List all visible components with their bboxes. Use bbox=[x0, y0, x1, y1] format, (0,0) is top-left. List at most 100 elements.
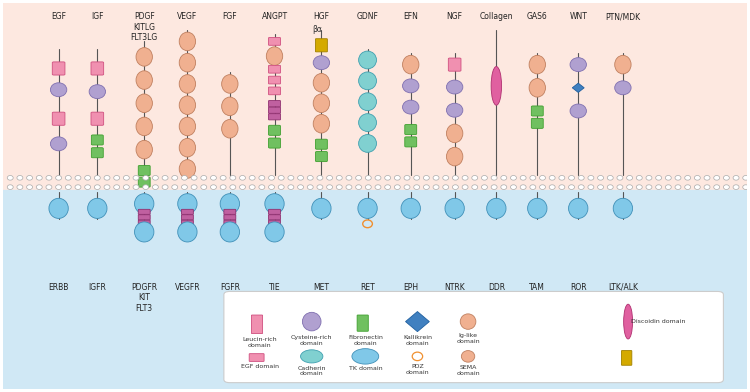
Ellipse shape bbox=[346, 185, 352, 189]
Ellipse shape bbox=[539, 185, 545, 189]
Ellipse shape bbox=[65, 176, 71, 180]
FancyBboxPatch shape bbox=[622, 350, 632, 365]
Text: LTK/ALK: LTK/ALK bbox=[608, 283, 638, 292]
Ellipse shape bbox=[365, 176, 371, 180]
FancyBboxPatch shape bbox=[268, 114, 280, 120]
Ellipse shape bbox=[298, 185, 304, 189]
Ellipse shape bbox=[461, 350, 475, 362]
Text: EFN: EFN bbox=[404, 13, 418, 22]
Ellipse shape bbox=[742, 176, 748, 180]
Ellipse shape bbox=[114, 176, 120, 180]
Ellipse shape bbox=[152, 185, 158, 189]
Ellipse shape bbox=[588, 176, 594, 180]
Ellipse shape bbox=[646, 185, 652, 189]
FancyBboxPatch shape bbox=[316, 152, 327, 162]
Ellipse shape bbox=[403, 79, 419, 93]
FancyBboxPatch shape bbox=[249, 354, 264, 361]
Ellipse shape bbox=[46, 185, 52, 189]
Ellipse shape bbox=[136, 94, 152, 113]
Ellipse shape bbox=[265, 222, 284, 242]
Ellipse shape bbox=[549, 176, 555, 180]
Text: ANGPT: ANGPT bbox=[262, 13, 287, 22]
FancyBboxPatch shape bbox=[138, 165, 150, 176]
Ellipse shape bbox=[179, 53, 196, 72]
FancyBboxPatch shape bbox=[92, 135, 104, 145]
FancyBboxPatch shape bbox=[91, 112, 104, 125]
Ellipse shape bbox=[179, 96, 196, 114]
Ellipse shape bbox=[530, 176, 536, 180]
Ellipse shape bbox=[85, 176, 91, 180]
Ellipse shape bbox=[178, 194, 197, 214]
Text: Fibronectin
domain: Fibronectin domain bbox=[348, 335, 382, 345]
Ellipse shape bbox=[491, 185, 497, 189]
Text: EGF: EGF bbox=[51, 13, 66, 22]
Ellipse shape bbox=[266, 47, 283, 65]
Ellipse shape bbox=[314, 56, 329, 70]
Ellipse shape bbox=[133, 185, 139, 189]
Text: Collagen: Collagen bbox=[479, 13, 513, 22]
Ellipse shape bbox=[222, 74, 238, 93]
Ellipse shape bbox=[358, 93, 376, 111]
Ellipse shape bbox=[302, 312, 321, 331]
Text: EPH: EPH bbox=[404, 283, 418, 292]
Ellipse shape bbox=[482, 176, 488, 180]
Text: Discoidin domain: Discoidin domain bbox=[631, 319, 685, 324]
Ellipse shape bbox=[433, 176, 439, 180]
Text: PTN/MDK: PTN/MDK bbox=[605, 13, 640, 22]
Ellipse shape bbox=[114, 185, 120, 189]
Ellipse shape bbox=[179, 160, 196, 178]
Ellipse shape bbox=[336, 176, 342, 180]
Ellipse shape bbox=[230, 185, 236, 189]
Ellipse shape bbox=[568, 176, 574, 180]
Ellipse shape bbox=[529, 78, 545, 97]
Ellipse shape bbox=[530, 185, 536, 189]
Ellipse shape bbox=[182, 185, 188, 189]
Ellipse shape bbox=[314, 114, 329, 133]
Ellipse shape bbox=[501, 176, 507, 180]
Ellipse shape bbox=[462, 185, 468, 189]
Ellipse shape bbox=[326, 185, 332, 189]
Bar bbox=[3, 190, 747, 389]
Ellipse shape bbox=[317, 176, 323, 180]
Ellipse shape bbox=[142, 185, 148, 189]
Ellipse shape bbox=[446, 124, 463, 143]
Bar bbox=[3, 3, 747, 190]
Ellipse shape bbox=[265, 194, 284, 214]
Ellipse shape bbox=[8, 185, 14, 189]
Ellipse shape bbox=[559, 176, 565, 180]
Text: RET: RET bbox=[360, 283, 375, 292]
Ellipse shape bbox=[385, 176, 391, 180]
Ellipse shape bbox=[685, 185, 691, 189]
Ellipse shape bbox=[365, 185, 371, 189]
Ellipse shape bbox=[152, 176, 158, 180]
Ellipse shape bbox=[724, 176, 729, 180]
Ellipse shape bbox=[178, 222, 197, 242]
Ellipse shape bbox=[75, 185, 81, 189]
Ellipse shape bbox=[733, 185, 739, 189]
FancyBboxPatch shape bbox=[53, 62, 65, 75]
Ellipse shape bbox=[442, 185, 448, 189]
Ellipse shape bbox=[404, 176, 410, 180]
Ellipse shape bbox=[694, 185, 700, 189]
Ellipse shape bbox=[404, 185, 410, 189]
FancyBboxPatch shape bbox=[448, 58, 461, 71]
Ellipse shape bbox=[394, 176, 400, 180]
Ellipse shape bbox=[220, 194, 239, 214]
Text: EGF domain: EGF domain bbox=[241, 364, 278, 369]
Ellipse shape bbox=[636, 185, 642, 189]
FancyBboxPatch shape bbox=[138, 215, 150, 220]
Text: PDGF
KITLG
FLT3LG: PDGF KITLG FLT3LG bbox=[130, 13, 158, 42]
FancyBboxPatch shape bbox=[224, 215, 236, 220]
Ellipse shape bbox=[268, 176, 274, 180]
Ellipse shape bbox=[75, 176, 81, 180]
Ellipse shape bbox=[403, 100, 419, 114]
Ellipse shape bbox=[56, 176, 62, 180]
Ellipse shape bbox=[222, 120, 238, 138]
Ellipse shape bbox=[201, 185, 207, 189]
Ellipse shape bbox=[358, 51, 376, 69]
Ellipse shape bbox=[133, 176, 139, 180]
Ellipse shape bbox=[268, 185, 274, 189]
Ellipse shape bbox=[136, 140, 152, 159]
Ellipse shape bbox=[36, 176, 42, 180]
Ellipse shape bbox=[539, 176, 545, 180]
